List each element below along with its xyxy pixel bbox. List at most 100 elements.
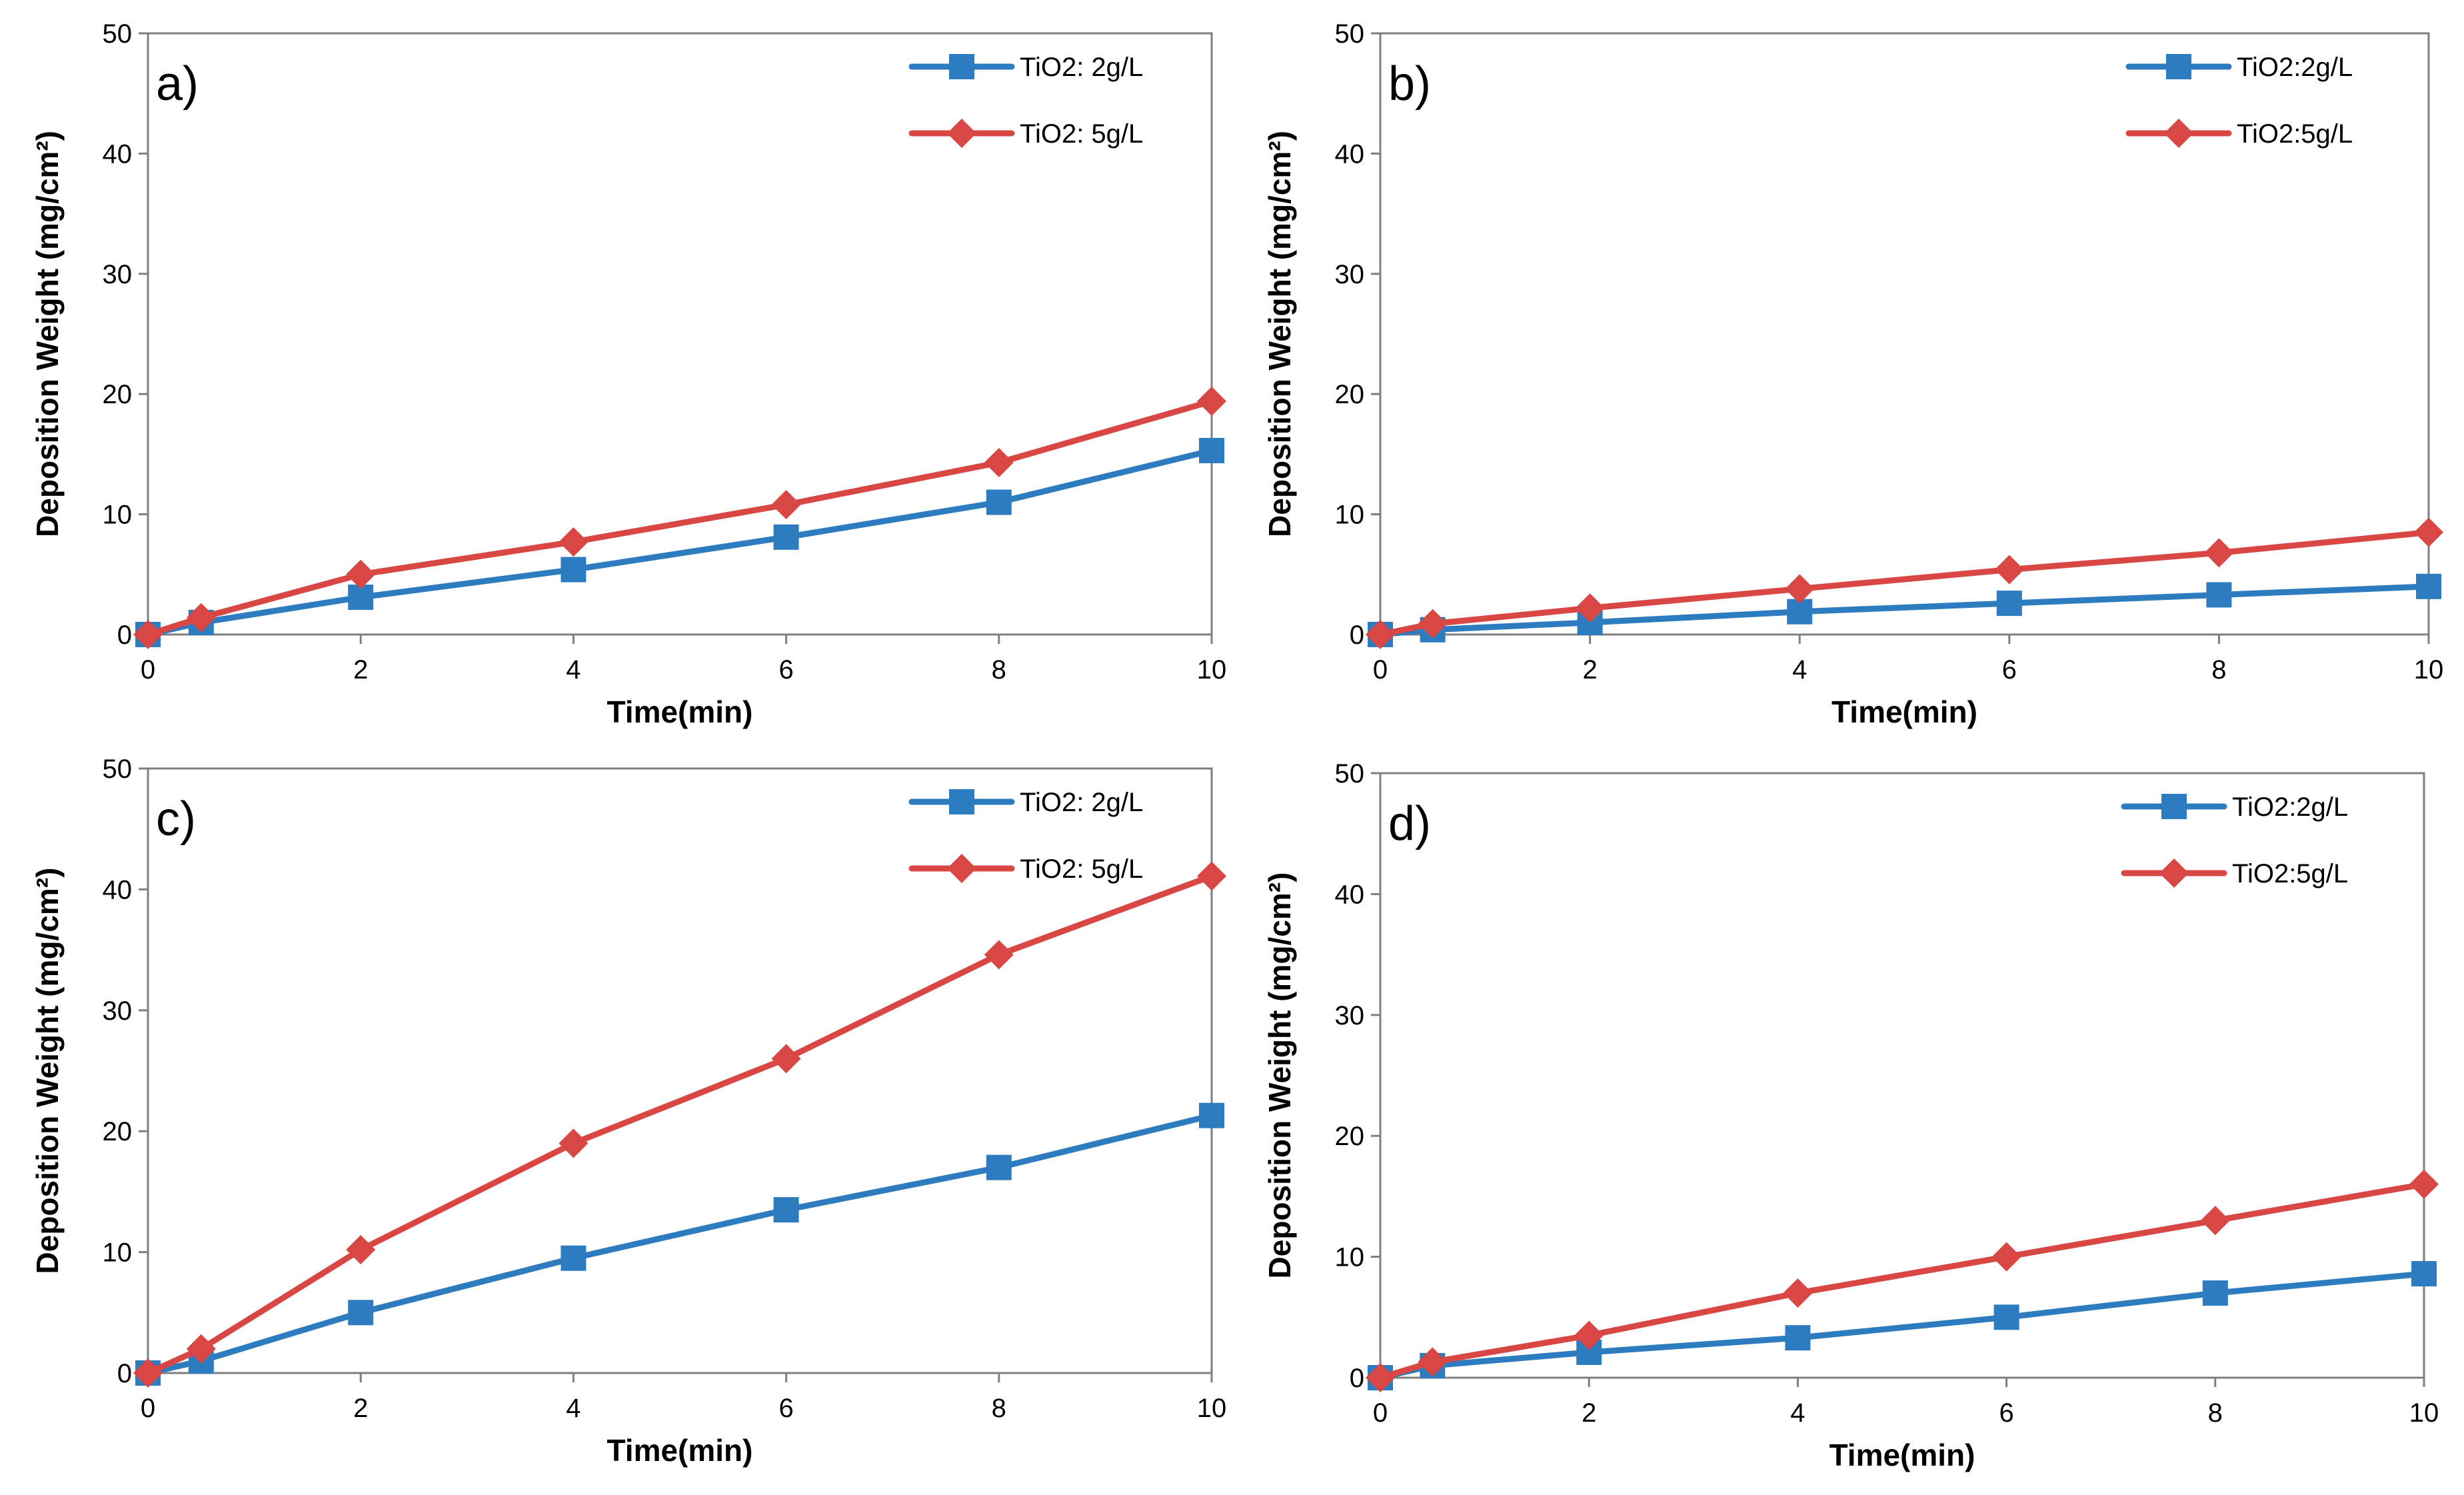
x-tick-label: 2 [353,655,368,685]
legend-entry: TiO2: 5g/L [908,119,1143,149]
legend-entry: TiO2: 2g/L [908,53,1143,82]
y-tick-label: 10 [1335,1243,1365,1272]
legend-marker [947,119,976,148]
data-point [1994,555,2024,585]
panel-label: c) [156,792,196,846]
y-tick-label: 40 [1335,880,1365,909]
x-axis-title: Time(min) [607,1433,753,1468]
data-point [1366,1363,1395,1392]
x-tick-label: 10 [2414,655,2444,685]
data-point [1197,387,1226,417]
series-blue [135,1102,1224,1386]
plot-area-frame [1379,772,2425,1379]
chart-panel-c: 0 10 20 30 40 50 0 2 4 6 8 10 Time(min) Deposition We… [30,754,1226,1468]
x-axis-title: Time(min) [1832,695,1977,729]
data-point [2414,517,2443,547]
legend-entry: TiO2: 5g/L [908,854,1143,884]
x-tick-label: 4 [1790,1398,1805,1428]
y-tick-label: 10 [103,501,133,530]
y-axis-title: Deposition Weight (mg/cm²) [1262,872,1297,1279]
y-tick-label: 0 [1350,621,1364,650]
data-point [1993,1304,2019,1330]
data-point [2411,1260,2437,1286]
data-point [1785,574,1815,604]
series-line [1377,1270,2427,1381]
y-tick-label: 50 [1335,19,1365,49]
y-tick-label: 40 [103,875,133,904]
data-point [346,559,376,589]
series-line [145,398,1215,638]
series-line [145,1112,1215,1376]
y-tick-label: 20 [1335,380,1365,409]
data-point [2416,573,2441,599]
x-tick-label: 8 [2211,655,2226,685]
y-tick-label: 30 [103,260,133,289]
data-point [2204,538,2234,568]
x-tick-label: 2 [1582,655,1597,685]
data-point [559,1128,589,1158]
data-point [986,1154,1012,1180]
legend-marker [2166,54,2191,79]
series-red [1366,1169,2439,1392]
series-line [145,872,1215,1376]
legend-marker [949,54,974,79]
y-tick-label: 50 [103,754,133,784]
data-point [771,1044,801,1074]
plot-area-frame [147,767,1213,1374]
legend-label: TiO2: 2g/L [1020,53,1143,82]
y-tick-label: 10 [1335,501,1365,530]
y-axis-title: Deposition Weight (mg/cm²) [1262,131,1297,537]
y-tick-label: 50 [103,19,133,49]
legend-label: TiO2: 5g/L [1020,854,1143,884]
x-tick-label: 8 [992,1394,1006,1423]
panel-label: b) [1388,57,1431,111]
data-point [2202,1280,2228,1306]
data-point [1197,861,1226,891]
data-point [984,448,1014,478]
legend-label: TiO2: 2g/L [1020,788,1143,817]
panel-label: a) [156,57,199,111]
legend-entry: TiO2:2g/L [2121,792,2348,822]
data-point [186,603,216,633]
legend-marker [947,854,976,883]
legend-entry: TiO2:2g/L [2125,53,2353,82]
plot-area-frame [147,32,1213,636]
x-axis-title: Time(min) [1830,1438,1975,1472]
x-tick-label: 0 [141,1394,155,1423]
x-tick-label: 10 [1197,655,1227,685]
series-line [145,447,1215,638]
data-point [1418,609,1448,639]
data-point [559,527,589,557]
x-tick-label: 4 [1792,655,1807,685]
chart-panel-b: 0 10 20 30 40 50 0 2 4 6 8 10 Time(min) Deposition We… [1262,19,2443,729]
y-tick-label: 20 [103,380,133,409]
x-tick-label: 6 [1999,1398,2013,1428]
y-axis-title: Deposition Weight (mg/cm²) [30,131,65,537]
legend-entry: TiO2:5g/L [2125,119,2353,149]
y-axis-title: Deposition Weight (mg/cm²) [30,868,65,1274]
x-tick-label: 2 [1582,1398,1596,1428]
legend-label: TiO2:5g/L [2232,859,2348,888]
data-point [1418,1347,1448,1377]
series-line [1377,529,2432,638]
legend-marker [2164,119,2193,148]
legend-marker [2161,794,2187,819]
data-point [1366,620,1395,649]
data-point [1575,593,1605,623]
data-point [561,1245,587,1271]
series-blue [1368,1260,2437,1390]
data-point [2409,1169,2439,1199]
x-tick-label: 2 [353,1394,368,1423]
data-point [561,557,587,583]
data-point [984,940,1014,970]
data-point [348,1300,374,1326]
data-point [133,1358,163,1388]
x-tick-label: 4 [566,655,581,685]
legend-label: TiO2: 5g/L [1020,119,1143,149]
x-tick-label: 0 [1373,1398,1388,1428]
data-point [986,489,1012,515]
x-tick-label: 10 [2409,1398,2439,1428]
series-blue [1368,573,2441,647]
legend-label: TiO2:5g/L [2237,119,2353,149]
y-tick-label: 30 [1335,260,1365,289]
